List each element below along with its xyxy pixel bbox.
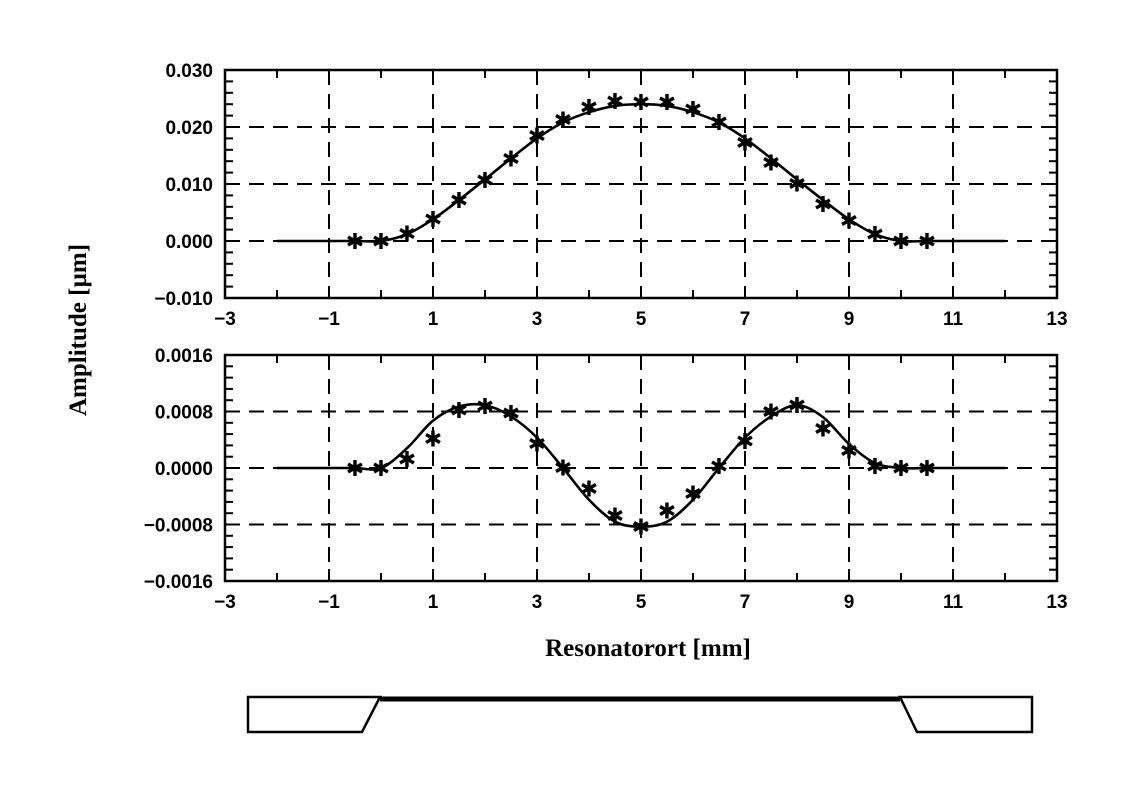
bottom-y-tick-label: −0.0016 xyxy=(144,572,213,593)
top-panel: −3 −1 1 3 5 7 9 11 130.0300.0200.0100.000−0.010✱… xyxy=(154,61,1067,330)
bottom-x-tick-label: 9 xyxy=(844,592,855,613)
top-data-point: ✱ xyxy=(736,131,754,156)
bottom-data-point: ✱ xyxy=(866,455,884,480)
resonator-profile-outline xyxy=(246,695,383,734)
top-x-tick-label: 11 xyxy=(943,309,964,330)
top-data-point: ✱ xyxy=(372,230,390,255)
top-data-point: ✱ xyxy=(684,98,702,123)
top-y-tick-label: 0.030 xyxy=(165,61,213,82)
bottom-data-point: ✱ xyxy=(346,457,364,482)
top-x-tick-label: 9 xyxy=(844,309,855,330)
bottom-data-point: ✱ xyxy=(398,448,416,473)
bottom-fit-curve xyxy=(277,402,1005,528)
top-x-tick-label: 3 xyxy=(532,309,543,330)
top-x-tick-label: 7 xyxy=(740,309,751,330)
top-data-point: ✱ xyxy=(502,147,520,172)
top-data-point: ✱ xyxy=(892,230,910,255)
bottom-data-point: ✱ xyxy=(814,417,832,442)
bottom-data-point: ✱ xyxy=(580,477,598,502)
bottom-data-point: ✱ xyxy=(918,457,936,482)
top-data-point: ✱ xyxy=(632,91,650,116)
bottom-data-point: ✱ xyxy=(528,432,546,457)
top-x-tick-label: −1 xyxy=(318,309,340,330)
bottom-data-point: ✱ xyxy=(606,504,624,529)
top-data-point: ✱ xyxy=(606,90,624,115)
bottom-data-point: ✱ xyxy=(684,482,702,507)
bottom-y-tick-label: 0.0016 xyxy=(155,346,213,367)
bottom-data-point: ✱ xyxy=(554,456,572,481)
bottom-y-tick-label: −0.0008 xyxy=(144,516,213,537)
resonator-profile xyxy=(246,695,1034,734)
top-x-tick-label: 13 xyxy=(1046,309,1067,330)
top-data-point: ✱ xyxy=(450,189,468,214)
bottom-data-point: ✱ xyxy=(632,516,650,541)
bottom-data-point: ✱ xyxy=(450,399,468,424)
bottom-x-tick-label: −1 xyxy=(318,592,340,613)
top-x-tick-label: 5 xyxy=(636,309,647,330)
top-data-point: ✱ xyxy=(710,111,728,136)
bottom-data-point: ✱ xyxy=(736,430,754,455)
top-data-point: ✱ xyxy=(840,209,858,234)
top-y-tick-label: 0.020 xyxy=(165,118,213,139)
top-data-point: ✱ xyxy=(528,125,546,150)
bottom-x-tick-label: 1 xyxy=(428,592,439,613)
top-data-point: ✱ xyxy=(554,109,572,134)
top-data-point: ✱ xyxy=(398,223,416,248)
y-axis-title: Amplitude [µm] xyxy=(65,244,92,416)
bottom-y-tick-label: 0.0008 xyxy=(155,403,213,424)
top-y-tick-label: −0.010 xyxy=(154,289,213,310)
top-data-point: ✱ xyxy=(918,230,936,255)
bottom-y-tick-label: 0.0000 xyxy=(155,459,213,480)
bottom-x-tick-label: 11 xyxy=(943,592,964,613)
bottom-x-tick-label: 3 xyxy=(532,592,543,613)
bottom-data-point: ✱ xyxy=(502,402,520,427)
bottom-data-point: ✱ xyxy=(424,427,442,452)
bottom-data-point: ✱ xyxy=(710,455,728,480)
top-data-point: ✱ xyxy=(866,223,884,248)
bottom-x-tick-label: 13 xyxy=(1046,592,1067,613)
top-y-tick-label: 0.010 xyxy=(165,175,213,196)
bottom-x-tick-label: 7 xyxy=(740,592,751,613)
bottom-data-point: ✱ xyxy=(840,439,858,464)
bottom-x-tick-label: 5 xyxy=(636,592,647,613)
bottom-data-point: ✱ xyxy=(762,401,780,426)
bottom-data-point: ✱ xyxy=(658,499,676,524)
top-data-point: ✱ xyxy=(424,208,442,233)
top-data-point: ✱ xyxy=(788,172,806,197)
top-data-point: ✱ xyxy=(814,193,832,218)
bottom-data-point: ✱ xyxy=(892,457,910,482)
x-axis-title: Resonatorort [mm] xyxy=(545,635,751,662)
bottom-data-point: ✱ xyxy=(476,395,494,420)
resonator-profile-outline-right xyxy=(898,695,1034,734)
top-x-tick-label: 1 xyxy=(428,309,439,330)
bottom-data-point: ✱ xyxy=(372,457,390,482)
bottom-panel: −3 −1 1 3 5 7 9 11 130.00160.00080.0000−0.0008−0… xyxy=(144,346,1068,613)
top-data-point: ✱ xyxy=(476,169,494,194)
bottom-data-point: ✱ xyxy=(788,394,806,419)
top-data-point: ✱ xyxy=(658,91,676,116)
bottom-x-tick-label: −3 xyxy=(214,592,236,613)
top-x-tick-label: −3 xyxy=(214,309,236,330)
top-y-tick-label: 0.000 xyxy=(165,232,213,253)
top-data-point: ✱ xyxy=(580,96,598,121)
top-data-point: ✱ xyxy=(346,230,364,255)
top-data-point: ✱ xyxy=(762,151,780,176)
top-fit-curve xyxy=(277,102,1005,243)
